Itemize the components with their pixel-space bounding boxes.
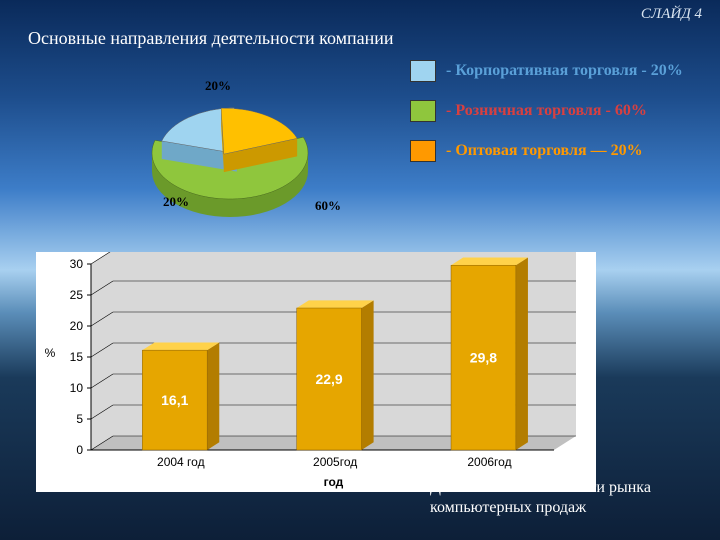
legend: - Корпоративная торговля - 20% - Розничн…: [410, 60, 710, 180]
svg-text:%: %: [45, 346, 56, 360]
bar-chart-caption: Доля компании в емкости рынка компьютерн…: [430, 478, 651, 518]
page-title: Основные направления деятельности компан…: [28, 28, 394, 49]
legend-item: - Корпоративная торговля - 20%: [410, 60, 710, 82]
svg-text:10: 10: [70, 381, 84, 395]
svg-text:25: 25: [70, 288, 84, 302]
svg-text:5: 5: [76, 412, 83, 426]
svg-text:30: 30: [70, 257, 84, 271]
pie-slice-label: 20%: [205, 78, 231, 94]
caption-line: Доля компании в емкости рынка: [430, 479, 651, 496]
svg-text:0: 0: [76, 443, 83, 457]
svg-text:22,9: 22,9: [315, 371, 342, 387]
svg-text:2006год: 2006год: [467, 455, 511, 469]
bar-chart: 0 5 10 15 20 25 30 16,1 2004 год 22,9 2005год 29,8 2…: [36, 252, 596, 492]
legend-item: - Оптовая торговля — 20%: [410, 140, 710, 162]
legend-label: - Оптовая торговля — 20%: [446, 142, 643, 160]
legend-swatch: [410, 100, 436, 122]
legend-item: - Розничная торговля - 60%: [410, 100, 710, 122]
svg-text:20: 20: [70, 319, 84, 333]
pie-slice-label: 60%: [315, 198, 341, 214]
svg-text:2004 год: 2004 год: [157, 455, 205, 469]
legend-swatch: [410, 140, 436, 162]
svg-text:16,1: 16,1: [161, 392, 188, 408]
legend-label: - Корпоративная торговля - 20%: [446, 62, 683, 80]
svg-text:29,8: 29,8: [470, 350, 497, 366]
caption-line: компьютерных продаж: [430, 499, 586, 516]
svg-text:2005год: 2005год: [313, 455, 357, 469]
legend-swatch: [410, 60, 436, 82]
svg-text:год: год: [324, 475, 344, 489]
svg-text:15: 15: [70, 350, 84, 364]
pie-chart: 60% 20% 20%: [90, 58, 350, 238]
slide-number: СЛАЙД 4: [641, 6, 702, 23]
legend-label: - Розничная торговля - 60%: [446, 102, 647, 120]
pie-slice-label: 20%: [163, 194, 189, 210]
